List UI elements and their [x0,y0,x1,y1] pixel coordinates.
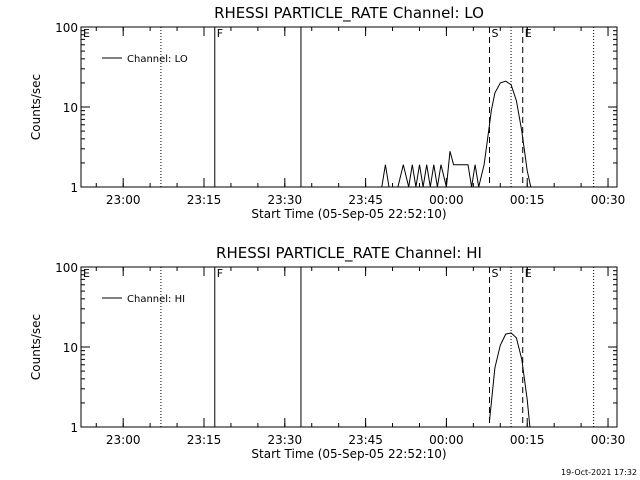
event-marker-label: E [83,27,90,40]
y-tick-label: 10 [63,341,78,355]
event-marker-label: S [492,267,499,280]
x-tick-label: 23:15 [187,193,222,207]
y-tick-label: 1 [70,181,78,195]
series-line [381,80,532,187]
y-tick-label: 1 [70,421,78,435]
x-axis-label: Start Time (05-Sep-05 22:52:10) [251,447,446,461]
chart-title: RHESSI PARTICLE_RATE Channel: LO [214,4,484,23]
footer-timestamp: 19-Oct-2021 17:32 [561,468,637,477]
x-tick-label: 23:45 [348,193,383,207]
event-marker-label: E [525,267,532,280]
y-axis-label: Counts/sec [29,74,43,140]
x-tick-label: 00:30 [591,433,626,447]
x-tick-label: 23:00 [106,433,141,447]
x-tick-label: 23:00 [106,193,141,207]
event-marker-label: F [217,27,223,40]
chart-panel-1: RHESSI PARTICLE_RATE Channel: HI 23:00 23:… [29,244,625,461]
x-tick-label: 00:15 [510,433,545,447]
x-tick-label: 00:15 [510,193,545,207]
series-line [489,332,531,427]
x-tick-label: 00:00 [429,433,464,447]
legend-entry: Channel: HI [127,294,185,305]
y-tick-label: 10 [63,101,78,115]
chart-title: RHESSI PARTICLE_RATE Channel: HI [216,244,482,263]
x-tick-label: 23:30 [268,433,303,447]
event-marker-label: E [525,27,532,40]
legend-entry: Channel: LO [127,54,188,65]
y-axis-label: Counts/sec [29,314,43,380]
x-axis-label: Start Time (05-Sep-05 22:52:10) [251,207,446,221]
x-tick-label: 23:45 [348,433,383,447]
x-tick-label: 00:00 [429,193,464,207]
x-tick-label: 00:30 [591,193,626,207]
x-tick-label: 23:15 [187,433,222,447]
event-marker-label: F [217,267,223,280]
y-tick-label: 100 [55,21,78,35]
event-marker-label: S [492,27,499,40]
chart-panel-0: RHESSI PARTICLE_RATE Channel: LO 23:00 23:… [29,4,625,221]
x-tick-label: 23:30 [268,193,303,207]
y-tick-label: 100 [55,261,78,275]
event-marker-label: E [83,267,90,280]
